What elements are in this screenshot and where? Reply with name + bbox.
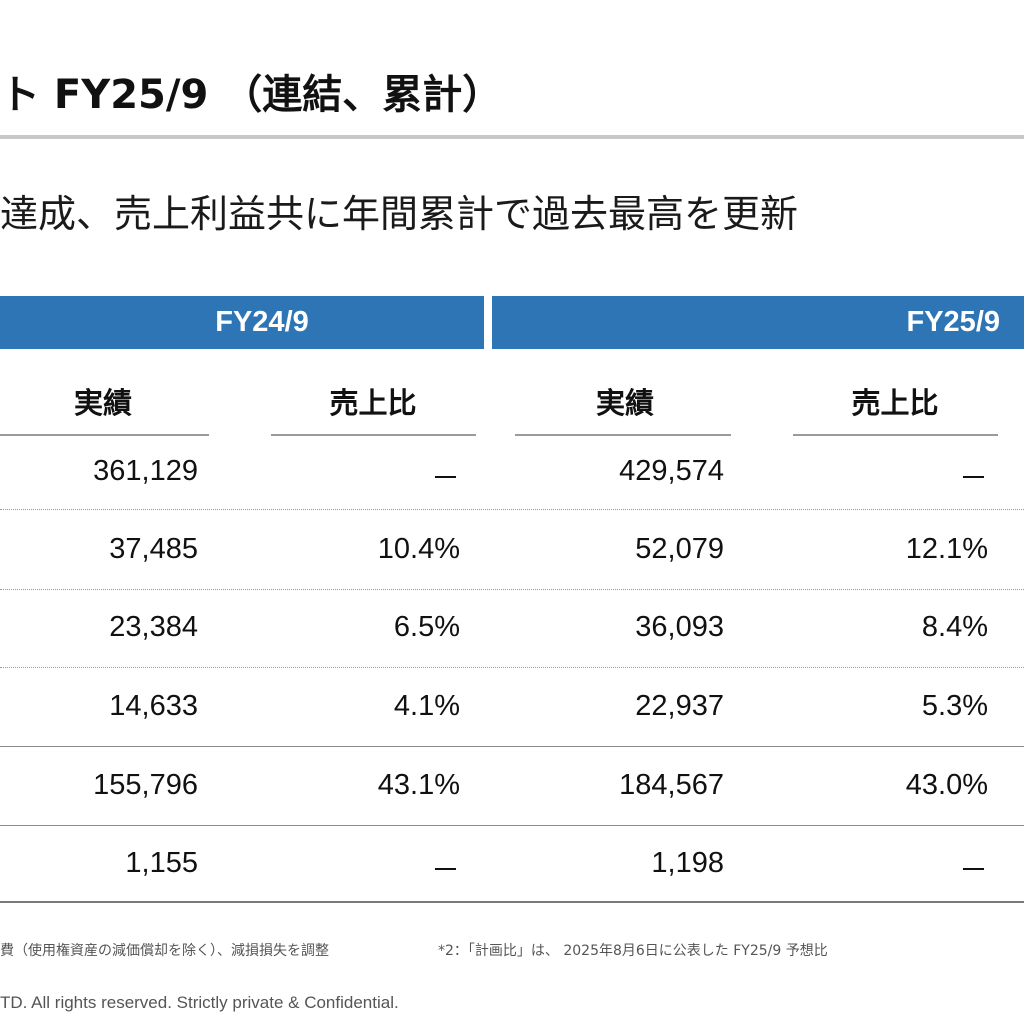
fy25-ratio-cell: 5.3% [921,690,988,722]
slide-subtitle: 達成、売上利益共に年間累計で過去最高を更新 [0,192,799,236]
column-header-fy25-ratio: 売上比 [851,386,939,420]
fy25-ratio-cell: 8.4% [921,611,988,643]
column-header-underline [515,434,731,436]
fy24-ratio-cell: 10.4% [377,533,460,565]
column-header-fy25-actual: 実績 [595,386,654,420]
fy25-actual-cell: 22,937 [635,690,724,722]
fy24-ratio-cell: 4.1% [393,690,460,722]
period-label-fy24: FY24/9 [215,306,309,338]
fy24-ratio-cell: 6.5% [393,611,460,643]
fy25-actual-cell: 1,198 [651,847,724,879]
fy25-ratio-cell: － [958,463,988,495]
row-divider [0,589,1024,590]
fy24-actual-cell: 155,796 [93,769,198,801]
table-bottom-border [0,901,1024,903]
column-header-fy24-actual: 実績 [73,386,132,420]
fy24-actual-cell: 14,633 [109,690,198,722]
fy25-actual-cell: 52,079 [635,533,724,565]
fy24-ratio-cell: 43.1% [377,769,460,801]
column-header-underline [0,434,209,436]
fy25-ratio-cell: － [958,855,988,887]
fy24-actual-cell: 361,129 [93,455,198,487]
row-divider [0,825,1024,826]
column-header-fy24-ratio: 売上比 [329,386,417,420]
fy24-ratio-cell: － [430,855,460,887]
fy24-actual-cell: 23,384 [109,611,198,643]
fy24-actual-cell: 37,485 [109,533,198,565]
fy25-ratio-cell: 12.1% [905,533,988,565]
row-divider [0,509,1024,510]
footnote-2: *2：「計画比」は、 2025年8月6日に公表した FY25/9 予想比 [438,943,828,959]
fy25-ratio-cell: 43.0% [905,769,988,801]
period-header-fy24: FY24/9 [0,296,484,349]
fy25-actual-cell: 36,093 [635,611,724,643]
slide-title: ト FY25/9 （連結、累計） [0,72,503,118]
copyright-notice: TD. All rights reserved. Strictly privat… [0,993,399,1012]
column-header-underline [271,434,476,436]
period-header-fy25: FY25/9 [492,296,1024,349]
footnote-1: 費（使用権資産の減価償却を除く）、減損損失を調整 [0,943,329,959]
row-divider [0,667,1024,668]
title-divider [0,135,1024,139]
row-divider [0,746,1024,747]
period-label-fy25: FY25/9 [906,306,1001,338]
fy24-ratio-cell: － [430,463,460,495]
fy25-actual-cell: 184,567 [619,769,724,801]
fy25-actual-cell: 429,574 [619,455,724,487]
column-header-underline [793,434,998,436]
fy24-actual-cell: 1,155 [125,847,198,879]
